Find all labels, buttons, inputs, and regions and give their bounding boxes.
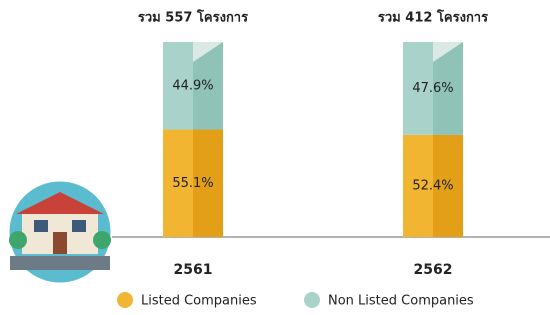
value-label: 55.1% [172, 176, 213, 191]
value-label: 52.4% [412, 178, 453, 193]
legend-label: Listed Companies [141, 294, 257, 309]
value-label: 44.9% [172, 78, 213, 93]
house-icon [8, 180, 112, 284]
legend-label: Non Listed Companies [328, 294, 474, 309]
legend-swatch [117, 292, 133, 308]
total-label: รวม 557 โครงการ [138, 9, 248, 26]
x-tick-label: 2562 [414, 262, 453, 278]
value-label: 47.6% [412, 81, 453, 96]
legend-swatch [304, 292, 320, 308]
total-label: รวม 412 โครงการ [378, 9, 488, 26]
x-tick-label: 2561 [174, 262, 213, 278]
legend: Listed Companies Non Listed Companies [117, 292, 474, 309]
chart: Listed Companies Non Listed Companies 55.… [0, 0, 550, 315]
page: Listed Companies Non Listed Companies 55.… [0, 0, 550, 315]
